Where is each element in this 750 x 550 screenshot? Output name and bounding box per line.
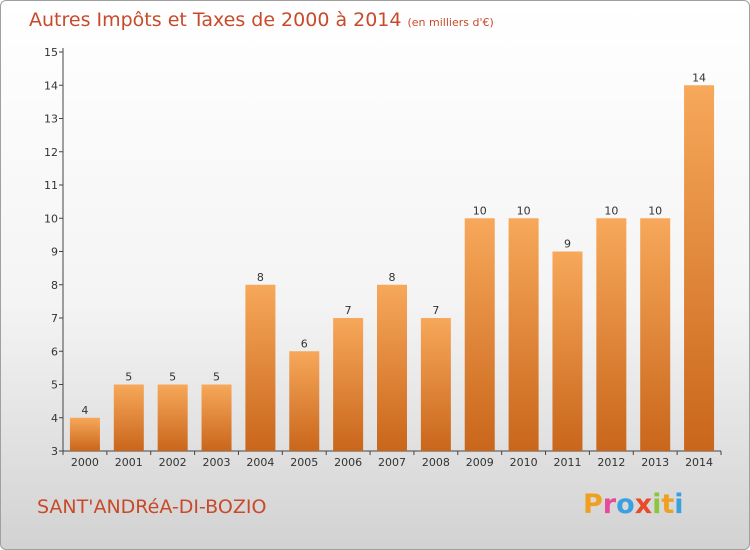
- bar: [377, 284, 407, 451]
- chart-title-text: Autres Impôts et Taxes de 2000 à 2014: [29, 9, 402, 31]
- chart-title: Autres Impôts et Taxes de 2000 à 2014 (en…: [29, 9, 494, 31]
- brand-letter: o: [616, 489, 635, 520]
- bar: [201, 384, 232, 451]
- x-tick-label: 2009: [466, 456, 494, 469]
- y-tick-label: 10: [44, 212, 58, 225]
- bar: [420, 318, 451, 451]
- bar: [684, 85, 715, 451]
- data-label: 5: [125, 371, 132, 384]
- bar: [464, 218, 495, 451]
- brand-letter: r: [602, 489, 617, 520]
- data-label: 9: [564, 238, 571, 251]
- y-tick-label: 12: [44, 146, 58, 159]
- data-label: 10: [473, 204, 487, 217]
- x-tick-label: 2010: [510, 456, 538, 469]
- chart-unit: (en milliers d'€): [407, 16, 494, 29]
- y-tick-label: 8: [51, 279, 58, 292]
- data-label: 4: [81, 404, 88, 417]
- x-tick-label: 2003: [203, 456, 231, 469]
- y-tick-label: 14: [44, 79, 58, 92]
- data-label: 8: [389, 271, 396, 284]
- data-label: 5: [213, 371, 220, 384]
- x-tick-label: 2005: [290, 456, 318, 469]
- y-tick-label: 15: [44, 46, 58, 59]
- y-tick-label: 9: [51, 246, 58, 259]
- x-tick-label: 2013: [641, 456, 669, 469]
- data-label: 10: [648, 204, 662, 217]
- data-label: 5: [169, 371, 176, 384]
- data-label: 10: [517, 204, 531, 217]
- x-tick-label: 2012: [597, 456, 625, 469]
- bar: [333, 318, 364, 451]
- brand-letter: i: [652, 489, 662, 520]
- x-tick-label: 2001: [115, 456, 143, 469]
- y-tick-label: 7: [51, 312, 58, 325]
- bars-group: [69, 85, 715, 451]
- y-tick-label: 5: [51, 379, 58, 392]
- x-tick-label: 2006: [334, 456, 362, 469]
- x-tick-label: 2011: [553, 456, 581, 469]
- data-label: 7: [432, 304, 439, 317]
- proxiti-logo[interactable]: Proxiti: [583, 489, 684, 520]
- bar: [245, 284, 276, 451]
- brand-letter: t: [661, 489, 675, 520]
- y-tick-label: 6: [51, 345, 58, 358]
- brand-letter: i: [674, 489, 684, 520]
- x-tick-label: 2014: [685, 456, 713, 469]
- bar: [69, 417, 100, 451]
- x-tick-label: 2000: [71, 456, 99, 469]
- brand-letter: P: [583, 489, 603, 520]
- x-tick-label: 2004: [246, 456, 274, 469]
- data-label: 10: [604, 204, 618, 217]
- data-label: 14: [692, 71, 706, 84]
- brand-letter: x: [634, 489, 653, 520]
- bar: [289, 351, 320, 451]
- bar: [596, 218, 627, 451]
- x-tick-label: 2007: [378, 456, 406, 469]
- data-label: 7: [345, 304, 352, 317]
- labels-group: 3 4 5 6 7 8 9 10 11 12 13 14 15 4 2000 5 2001 5 2002 5 2003 8…: [44, 46, 713, 469]
- x-tick-label: 2002: [159, 456, 187, 469]
- y-tick-label: 4: [51, 412, 58, 425]
- bar: [113, 384, 144, 451]
- y-tick-label: 3: [51, 445, 58, 458]
- commune-name: SANT'ANDRéA-DI-BOZIO: [37, 496, 267, 518]
- data-label: 8: [257, 271, 264, 284]
- y-tick-label: 13: [44, 113, 58, 126]
- bar: [552, 251, 583, 451]
- bar: [640, 218, 671, 451]
- data-label: 6: [301, 337, 308, 350]
- bar: [157, 384, 188, 451]
- y-tick-label: 11: [44, 179, 58, 192]
- x-tick-label: 2008: [422, 456, 450, 469]
- bar: [508, 218, 539, 451]
